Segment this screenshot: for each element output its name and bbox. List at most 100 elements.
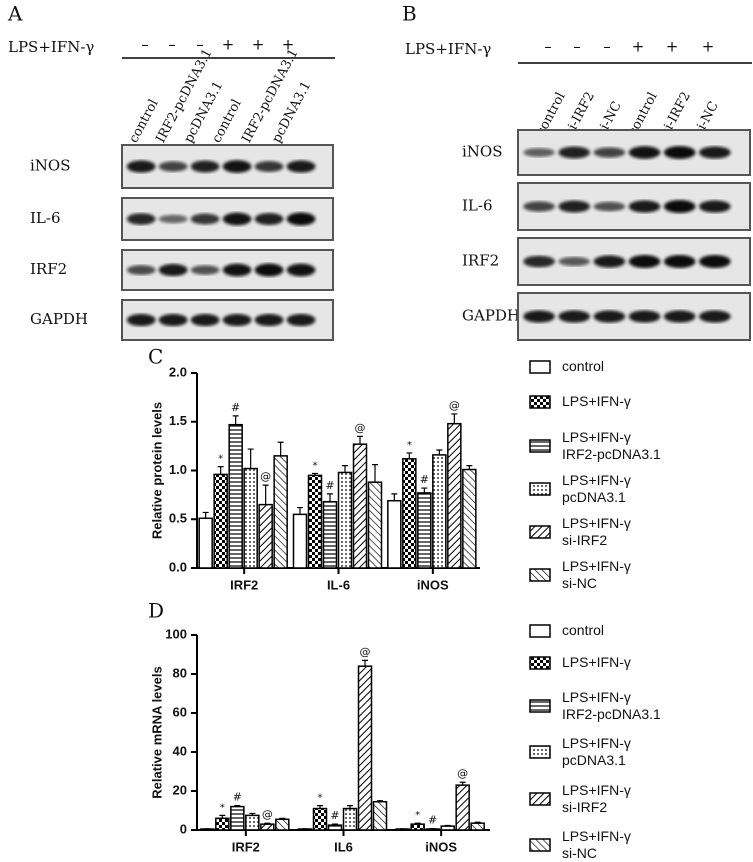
significance-mark: @	[457, 767, 468, 780]
legend-swatch	[530, 526, 550, 538]
panel-label: B	[402, 2, 417, 26]
legend-label: LPS+IFN-γ si-NC	[562, 828, 631, 862]
protein-label: IL-6	[462, 197, 493, 215]
blot-band	[699, 255, 731, 268]
blot-band	[523, 256, 555, 268]
bar	[276, 819, 289, 830]
blot-band	[191, 314, 220, 326]
error-bar	[406, 453, 412, 459]
bar	[471, 823, 484, 830]
blot-band	[558, 257, 590, 266]
x-tick-label: IRF2	[230, 577, 258, 592]
protein-label: iNOS	[30, 157, 71, 175]
blot-band	[664, 310, 696, 322]
protein-label: GAPDH	[30, 310, 88, 328]
error-bar	[248, 449, 254, 469]
bar	[354, 444, 367, 568]
bar	[246, 815, 259, 830]
blot-band	[594, 255, 626, 267]
blot-band	[287, 314, 316, 326]
bar	[216, 818, 229, 830]
blot-band	[127, 213, 156, 225]
x-tick-label: IL-6	[327, 577, 350, 592]
bar	[403, 459, 416, 568]
treatment-sign: +	[666, 38, 679, 56]
protein-label: GAPDH	[462, 307, 520, 325]
y-axis-title: Relative mRNA levels	[149, 666, 164, 798]
significance-mark: @	[355, 421, 366, 434]
bar	[244, 469, 257, 568]
significance-mark: #	[330, 809, 339, 822]
significance-mark: *	[415, 810, 420, 821]
blot-band	[594, 310, 626, 322]
blot-band	[127, 265, 156, 275]
legend-label: LPS+IFN-γ pcDNA3.1	[562, 735, 631, 769]
blot-band	[191, 265, 220, 275]
y-tick-label: 20	[173, 782, 187, 797]
bar	[411, 824, 424, 830]
bar	[329, 825, 342, 830]
legend-label: LPS+IFN-γ si-IRF2	[562, 782, 631, 816]
bar	[274, 456, 287, 568]
blot-band	[699, 200, 731, 212]
blot-band	[159, 314, 188, 326]
legend-swatch	[530, 839, 550, 851]
treatment-label: LPS+IFN-γ	[405, 40, 491, 58]
error-bar	[391, 494, 397, 501]
y-tick-label: 80	[173, 665, 187, 680]
significance-mark: #	[428, 814, 437, 827]
blot-band	[594, 147, 626, 157]
blot-band	[127, 314, 156, 326]
bar	[441, 826, 454, 830]
treatment-label: LPS+IFN-γ	[8, 38, 94, 56]
significance-mark: #	[420, 473, 429, 486]
treatment-sign: +	[252, 36, 265, 54]
y-tick-label: 0	[180, 821, 187, 836]
significance-mark: @	[260, 470, 271, 483]
legend-label: LPS+IFN-γ IRF2-pcDNA3.1	[562, 689, 661, 723]
blot-band	[523, 310, 555, 322]
protein-label: IRF2	[30, 260, 67, 278]
blot-band	[523, 201, 555, 211]
blot-band	[699, 310, 731, 322]
significance-mark: *	[220, 802, 225, 813]
protein-label: iNOS	[462, 143, 503, 161]
panel-label: A	[7, 2, 23, 26]
y-tick-label: 1.5	[169, 413, 187, 428]
blot-band	[629, 146, 661, 159]
blot-band	[159, 215, 188, 223]
y-tick-label: 2.0	[169, 364, 187, 379]
error-bar	[297, 508, 303, 515]
blot-band	[558, 201, 590, 213]
blot-band	[159, 264, 188, 276]
legend-swatch	[530, 483, 550, 495]
legend-swatch	[530, 746, 550, 758]
treatment-sign: +	[702, 38, 715, 56]
bar	[309, 475, 322, 568]
blot-band	[664, 146, 696, 159]
panel-label: D	[148, 599, 164, 623]
treatment-sign: +	[222, 36, 235, 54]
bar	[448, 424, 461, 568]
bar	[369, 482, 382, 568]
y-axis-title: Relative protein levels	[149, 402, 164, 539]
bar	[259, 505, 272, 568]
legend-label: LPS+IFN-γ pcDNA3.1	[562, 472, 631, 506]
blot-band	[159, 161, 188, 171]
blot-band	[629, 200, 661, 212]
blot-band	[223, 264, 252, 277]
bar	[433, 455, 446, 568]
error-bar	[372, 465, 378, 483]
significance-mark: *	[218, 454, 223, 465]
significance-mark: @	[262, 808, 273, 821]
significance-mark: *	[313, 460, 318, 471]
bar	[359, 666, 372, 830]
error-bar	[233, 416, 239, 425]
legend-label: LPS+IFN-γ	[562, 654, 631, 671]
blot-band	[523, 148, 555, 157]
blot-band	[558, 310, 590, 322]
error-bar	[263, 485, 269, 505]
bar	[374, 802, 387, 830]
blot-band	[255, 161, 284, 172]
